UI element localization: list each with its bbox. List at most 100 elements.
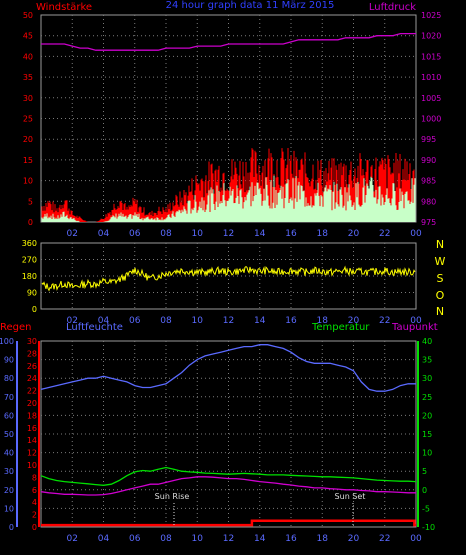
rain-y-tick: 30: [27, 337, 37, 346]
temperature-y-tick: 20: [422, 411, 432, 420]
p2-x-tick: 00: [410, 316, 422, 326]
wind-y-tick: 35: [23, 73, 33, 82]
p2-x-tick: 14: [254, 316, 266, 326]
rain-y-tick: 2: [32, 511, 37, 520]
p3-x-tick: 18: [317, 534, 329, 544]
p1-x-tick: 14: [254, 229, 266, 239]
rain-y-tick: 20: [27, 399, 37, 408]
temperature-y-tick: 30: [422, 374, 432, 383]
temperature-axis-title: Temperatur: [311, 322, 370, 333]
humidity-y-tick: 20: [4, 486, 14, 495]
direction-y-tick: 90: [27, 289, 37, 298]
rain-y-tick: 12: [27, 449, 37, 458]
p1-x-tick: 06: [129, 229, 141, 239]
rain-y-tick: 0: [32, 523, 37, 532]
humidity-y-tick: 90: [4, 356, 14, 365]
compass-s: S: [437, 272, 444, 285]
pressure-y-tick: 985: [421, 177, 436, 186]
chart-subtitle: 24 hour graph data 11 März 2015: [166, 0, 335, 11]
pressure-y-tick: 1025: [421, 11, 441, 20]
pressure-y-tick: 1000: [421, 115, 441, 124]
wind-y-tick: 20: [23, 135, 33, 144]
p1-x-tick: 12: [223, 229, 234, 239]
temperature-y-tick: 15: [422, 430, 432, 439]
pressure-series-line: [41, 32, 416, 51]
direction-y-tick: 180: [22, 272, 37, 281]
p3-x-tick: 10: [192, 534, 204, 544]
pressure-y-tick: 1020: [421, 32, 441, 41]
pressure-y-tick: 1015: [421, 52, 441, 61]
pressure-y-tick: 990: [421, 156, 436, 165]
rain-y-tick: 18: [27, 411, 37, 420]
compass-o: O: [436, 289, 445, 302]
p3-x-tick: 02: [67, 534, 78, 544]
humidity-y-tick: 80: [4, 374, 14, 383]
p1-x-tick: 22: [379, 229, 390, 239]
temperature-y-tick: 5: [422, 467, 427, 476]
rain-y-tick: 4: [32, 498, 37, 507]
direction-y-tick: 360: [22, 239, 37, 248]
humidity-y-tick: 60: [4, 411, 14, 420]
p1-x-tick: 02: [67, 229, 78, 239]
rain-y-tick: 10: [27, 461, 37, 470]
wind-y-tick: 25: [23, 115, 33, 124]
rain-y-tick: 8: [32, 473, 37, 482]
wind-y-tick: 40: [23, 52, 33, 61]
rain-y-tick: 16: [27, 424, 37, 433]
p1-x-tick: 18: [317, 229, 329, 239]
p2-x-tick: 12: [223, 316, 234, 326]
compass-n-top: N: [436, 238, 444, 251]
humidity-y-tick: 10: [4, 504, 14, 513]
humidity-y-tick: 40: [4, 449, 14, 458]
compass-n-bottom: N: [436, 305, 444, 318]
p3-x-tick: 00: [410, 534, 422, 544]
p2-x-tick: 08: [160, 316, 172, 326]
humidity-y-tick: 0: [9, 523, 14, 532]
pressure-y-tick: 980: [421, 197, 436, 206]
wind-y-tick: 5: [28, 197, 33, 206]
humidity-y-tick: 100: [0, 337, 14, 346]
p2-x-tick: 04: [98, 316, 110, 326]
p1-x-tick: 10: [192, 229, 204, 239]
p3-x-tick: 16: [285, 534, 297, 544]
direction-y-tick: 270: [22, 256, 37, 265]
compass-w: W: [435, 255, 446, 268]
dewpoint-series-line: [40, 476, 416, 496]
p3-x-tick: 08: [160, 534, 172, 544]
wind-pressure-panel: 0510152025303540455097598098599099510001…: [23, 11, 442, 239]
rain-y-tick: 26: [27, 362, 37, 371]
wind-y-tick: 0: [28, 218, 33, 227]
rain-y-tick: 14: [27, 436, 37, 445]
p2-x-tick: 22: [379, 316, 390, 326]
wind-y-tick: 15: [23, 156, 33, 165]
rain-y-tick: 24: [27, 374, 37, 383]
sunset-label: Sun Set: [335, 492, 366, 501]
direction-y-tick: 0: [32, 305, 37, 314]
pressure-y-tick: 1005: [421, 94, 441, 103]
rain-axis-title: Regen: [0, 322, 32, 333]
p3-x-tick: 22: [379, 534, 390, 544]
humidity-y-tick: 50: [4, 430, 14, 439]
temperature-y-tick: 40: [422, 337, 432, 346]
p3-x-tick: 14: [254, 534, 266, 544]
wind-axis-title: Windstärke: [36, 2, 92, 13]
wind-y-tick: 10: [23, 177, 33, 186]
humidity-temperature-panel: 0102030405060708090100024681012141618202…: [0, 337, 435, 544]
p1-x-tick: 20: [348, 229, 360, 239]
humidity-series-line: [40, 344, 416, 392]
pressure-y-tick: 995: [421, 135, 436, 144]
p1-x-tick: 08: [160, 229, 172, 239]
pressure-y-tick: 1010: [421, 73, 441, 82]
p3-x-tick: 04: [98, 534, 110, 544]
rain-y-tick: 6: [32, 486, 37, 495]
p2-x-tick: 16: [285, 316, 297, 326]
p1-x-tick: 16: [285, 229, 297, 239]
p2-x-tick: 20: [348, 316, 360, 326]
p2-x-tick: 02: [67, 316, 78, 326]
dewpoint-axis-title: Taupunkt: [391, 322, 438, 333]
p2-x-tick: 18: [317, 316, 329, 326]
pressure-y-tick: 975: [421, 218, 436, 227]
p2-x-tick: 06: [129, 316, 141, 326]
